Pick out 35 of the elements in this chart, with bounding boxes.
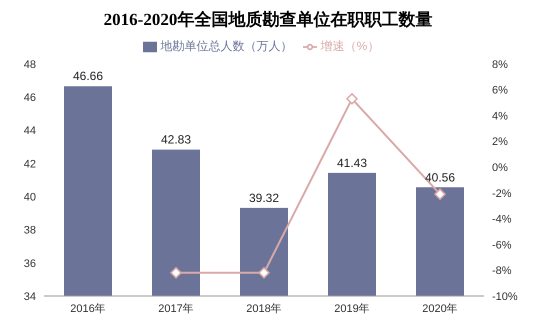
y2-tick-label: -10% xyxy=(492,290,518,303)
y-tick-label: 38 xyxy=(24,224,36,237)
y-tick-label: 48 xyxy=(24,58,36,71)
y-tick-label: 42 xyxy=(24,158,36,170)
data-label: 46.66 xyxy=(72,69,104,84)
data-label: 41.43 xyxy=(336,156,368,170)
y2-tick-label: 8% xyxy=(492,58,508,71)
point xyxy=(170,267,182,279)
point xyxy=(434,188,446,200)
legend-label: 地勘单位总人数（万人） xyxy=(160,39,293,53)
x-tick-label: 2016年 xyxy=(70,302,106,315)
y2-tick-label: 6% xyxy=(492,84,508,97)
y2-tick-label: -2% xyxy=(492,188,512,200)
y2-tick-label: 4% xyxy=(492,110,508,122)
y-tick-label: 44 xyxy=(24,125,36,138)
data-label: 40.56 xyxy=(424,170,456,184)
y-tick-label: 46 xyxy=(24,92,36,104)
y2-tick-label: 2% xyxy=(492,136,508,148)
y-tick-label: 34 xyxy=(24,290,36,303)
legend-label: 增速（%） xyxy=(320,39,380,53)
y2-tick-label: -6% xyxy=(492,239,512,252)
x-tick-label: 2020年 xyxy=(422,302,458,315)
y2-tick-label: 0% xyxy=(492,162,508,174)
point xyxy=(258,267,270,279)
y-tick-label: 40 xyxy=(24,191,36,204)
y2-tick-label: -8% xyxy=(492,265,512,278)
x-tick-label: 2017年 xyxy=(158,302,194,315)
x-tick-label: 2018年 xyxy=(246,302,282,315)
data-label: 42.83 xyxy=(160,132,192,147)
chart-title: 2016-2020年全国地质勘查单位在职职工数量 xyxy=(102,9,434,31)
y2-tick-label: -4% xyxy=(492,214,512,226)
x-tick-label: 2019年 xyxy=(334,302,370,315)
point xyxy=(346,93,358,105)
y-tick-label: 36 xyxy=(24,258,36,270)
data-label: 39.32 xyxy=(248,190,280,205)
